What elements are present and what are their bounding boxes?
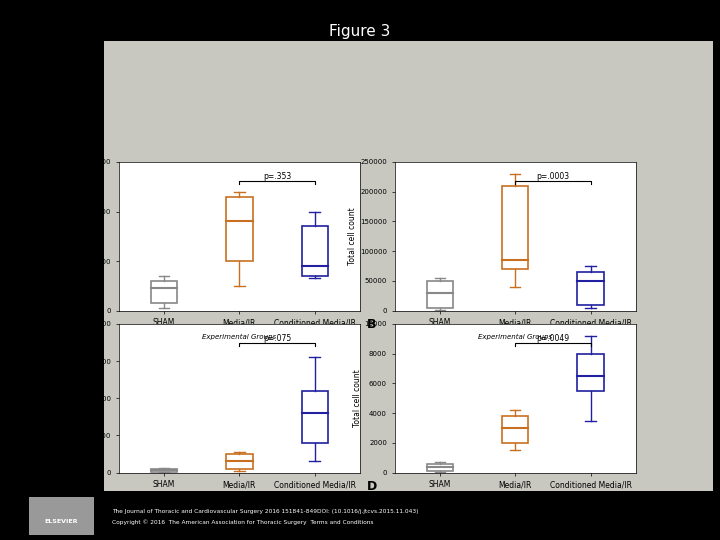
Text: p=.075: p=.075 — [263, 334, 291, 342]
Bar — [502, 416, 528, 443]
Bar — [426, 281, 453, 308]
Y-axis label: Total cell count: Total cell count — [77, 207, 86, 265]
Text: Copyright © 2016  The American Association for Thoracic Surgery  Terms and Condi: Copyright © 2016 The American Associatio… — [112, 519, 373, 525]
Text: Experimental Groups: Experimental Groups — [202, 496, 276, 502]
Text: ELSEVIER: ELSEVIER — [45, 519, 78, 524]
Text: B: B — [367, 318, 377, 331]
Bar — [302, 391, 328, 443]
Bar — [302, 226, 328, 276]
Text: Experimental Groups: Experimental Groups — [478, 334, 552, 340]
Text: C: C — [91, 480, 101, 493]
Y-axis label: Total cell count: Total cell count — [353, 369, 361, 427]
Text: p=.0003: p=.0003 — [536, 172, 570, 180]
Bar — [502, 186, 528, 269]
Text: Experimental Groups: Experimental Groups — [478, 496, 552, 502]
Bar — [150, 469, 177, 472]
Bar — [226, 454, 253, 469]
Text: Figure 3: Figure 3 — [329, 24, 391, 39]
Text: A: A — [91, 318, 101, 331]
Y-axis label: Total cell count: Total cell count — [73, 369, 81, 427]
Text: Experimental Groups: Experimental Groups — [202, 334, 276, 340]
Text: p=.353: p=.353 — [263, 172, 291, 180]
Bar — [577, 272, 604, 305]
Bar — [426, 463, 453, 471]
Text: p=.0049: p=.0049 — [536, 334, 570, 342]
Text: D: D — [367, 480, 377, 493]
Y-axis label: Total cell count: Total cell count — [348, 207, 357, 265]
Bar — [226, 197, 253, 261]
Bar — [150, 281, 177, 303]
Text: The Journal of Thoracic and Cardiovascular Surgery 2016 151841-849DOI: (10.1016/: The Journal of Thoracic and Cardiovascul… — [112, 509, 418, 514]
Bar — [577, 354, 604, 391]
